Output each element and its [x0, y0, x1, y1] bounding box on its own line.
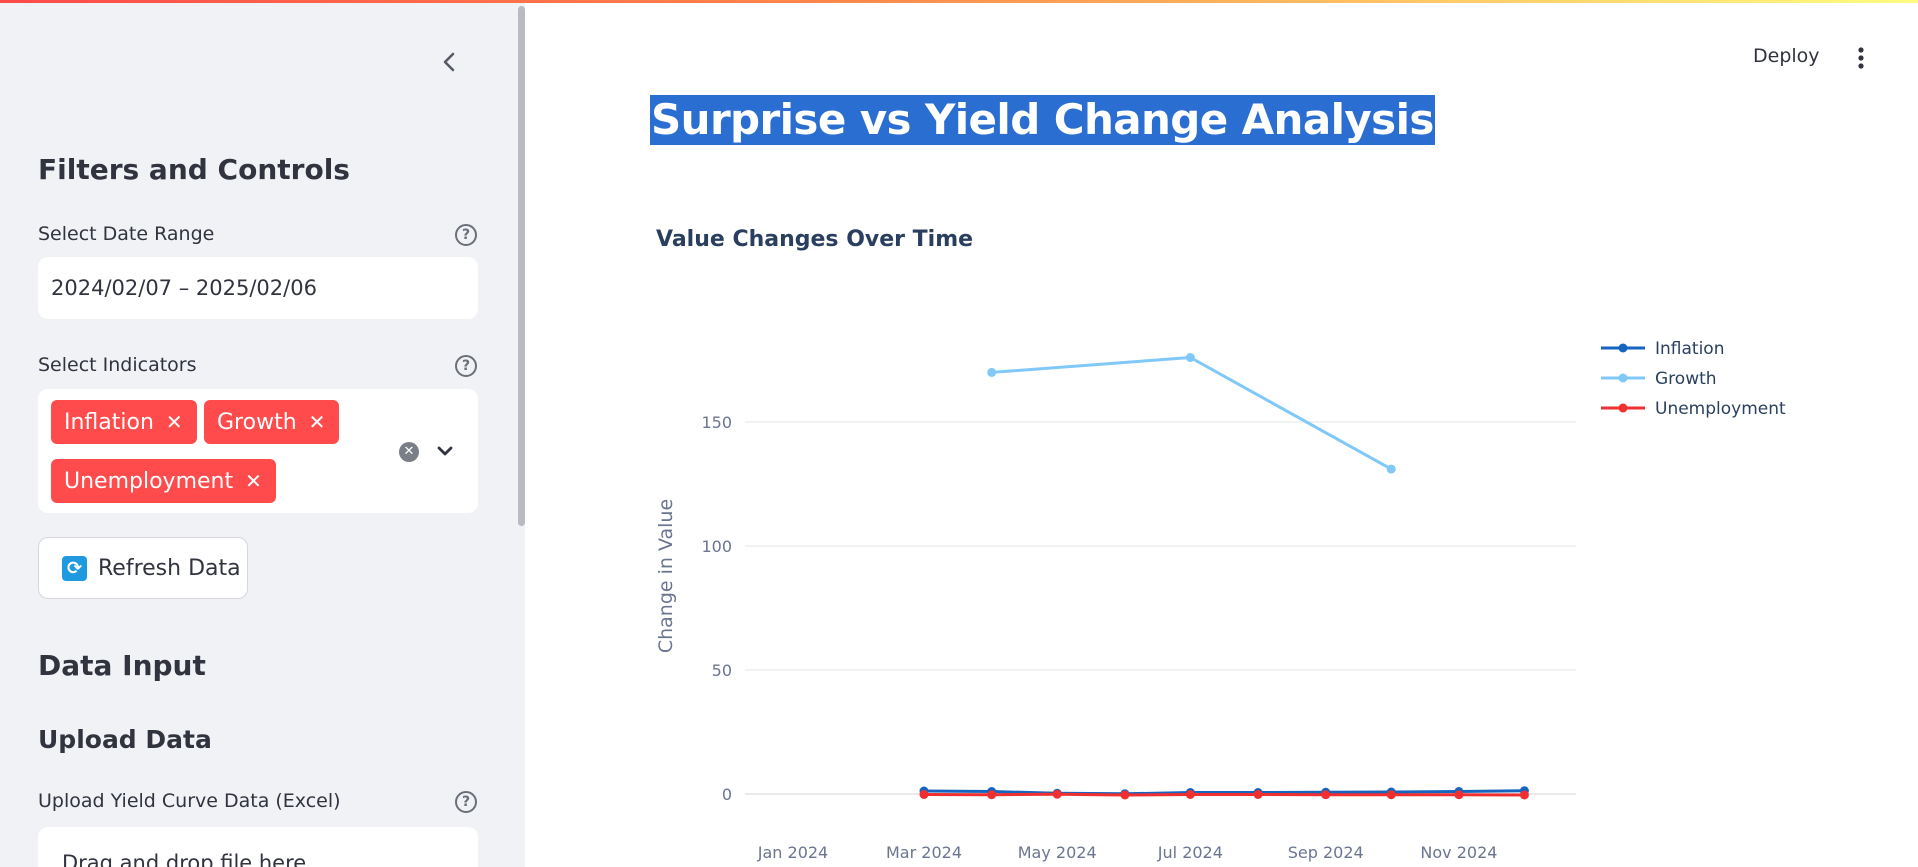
y-tick-label: 100 [701, 537, 732, 556]
file-dropzone[interactable]: Drag and drop file here [38, 827, 478, 867]
sidebar-scrollbar[interactable] [518, 6, 525, 526]
data-point [987, 790, 997, 800]
series-line-growth [991, 356, 1392, 471]
y-tick-label: 0 [722, 785, 732, 804]
data-point [1253, 789, 1263, 799]
y-axis-title: Change in Value [655, 499, 677, 653]
app-header-decoration [0, 0, 1918, 3]
data-point [1386, 790, 1396, 800]
series-line-unemployment [923, 792, 1525, 797]
tag-unemployment: Unemployment ✕ [51, 459, 276, 503]
tag-label: Inflation [64, 410, 154, 435]
y-tick-label: 50 [712, 661, 732, 680]
chart-title: Value Changes Over Time [656, 227, 973, 252]
remove-tag-icon[interactable]: ✕ [245, 469, 262, 493]
data-point [1454, 790, 1464, 800]
x-tick-label: May 2024 [1018, 843, 1097, 862]
data-point [987, 367, 997, 377]
chevron-left-icon [443, 52, 455, 72]
refresh-icon: ⟳ [62, 555, 87, 581]
x-tick-label: Jul 2024 [1157, 843, 1223, 862]
tag-label: Growth [217, 410, 297, 435]
refresh-data-button[interactable]: ⟳ Refresh Data [38, 537, 248, 599]
remove-tag-icon[interactable]: ✕ [165, 410, 183, 434]
data-point [1185, 789, 1195, 799]
refresh-label: Refresh Data [98, 555, 241, 581]
x-tick-label: Jan 2024 [757, 843, 828, 862]
deploy-button[interactable]: Deploy [1753, 45, 1820, 67]
more-options-icon[interactable] [1849, 46, 1873, 70]
series-line-inflation [923, 789, 1525, 796]
data-point [1052, 789, 1062, 799]
date-range-label: Select Date Range [38, 223, 215, 245]
data-point [1120, 790, 1130, 800]
page-title: Surprise vs Yield Change Analysis [650, 95, 1435, 145]
tag-growth: Growth ✕ [204, 400, 340, 444]
data-point [1185, 353, 1195, 363]
indicators-label: Select Indicators [38, 354, 197, 376]
x-tick-label: Sep 2024 [1288, 843, 1364, 862]
x-tick-label: Nov 2024 [1420, 843, 1497, 862]
upload-label: Upload Yield Curve Data (Excel) [38, 790, 341, 812]
dropzone-text: Drag and drop file here [62, 851, 307, 867]
upload-data-heading: Upload Data [38, 725, 212, 754]
help-icon[interactable]: ? [455, 224, 477, 246]
data-point [1519, 790, 1529, 800]
filters-heading: Filters and Controls [38, 153, 350, 186]
remove-tag-icon[interactable]: ✕ [308, 410, 326, 434]
date-range-input[interactable]: 2024/02/07 – 2025/02/06 [38, 257, 478, 319]
legend-item: Unemployment [1655, 399, 1786, 419]
data-point [1321, 790, 1331, 800]
sidebar: Filters and Controls Select Date Range ?… [0, 3, 525, 867]
help-icon[interactable]: ? [455, 355, 477, 377]
data-point [1386, 464, 1396, 474]
legend-marker [1618, 343, 1628, 353]
y-tick-label: 150 [701, 413, 732, 432]
tag-inflation: Inflation ✕ [51, 400, 197, 444]
data-point [919, 789, 929, 799]
chevron-down-icon[interactable] [435, 441, 455, 461]
legend-marker [1618, 403, 1628, 413]
legend-item: Inflation [1655, 339, 1724, 359]
clear-all-icon[interactable]: ✕ [399, 442, 419, 462]
legend-item: Growth [1655, 369, 1717, 389]
help-icon[interactable]: ? [455, 791, 477, 813]
tag-label: Unemployment [64, 469, 234, 494]
data-input-heading: Data Input [38, 649, 206, 682]
x-tick-label: Mar 2024 [886, 843, 962, 862]
collapse-sidebar-button[interactable] [435, 48, 463, 76]
legend-marker [1618, 373, 1628, 383]
